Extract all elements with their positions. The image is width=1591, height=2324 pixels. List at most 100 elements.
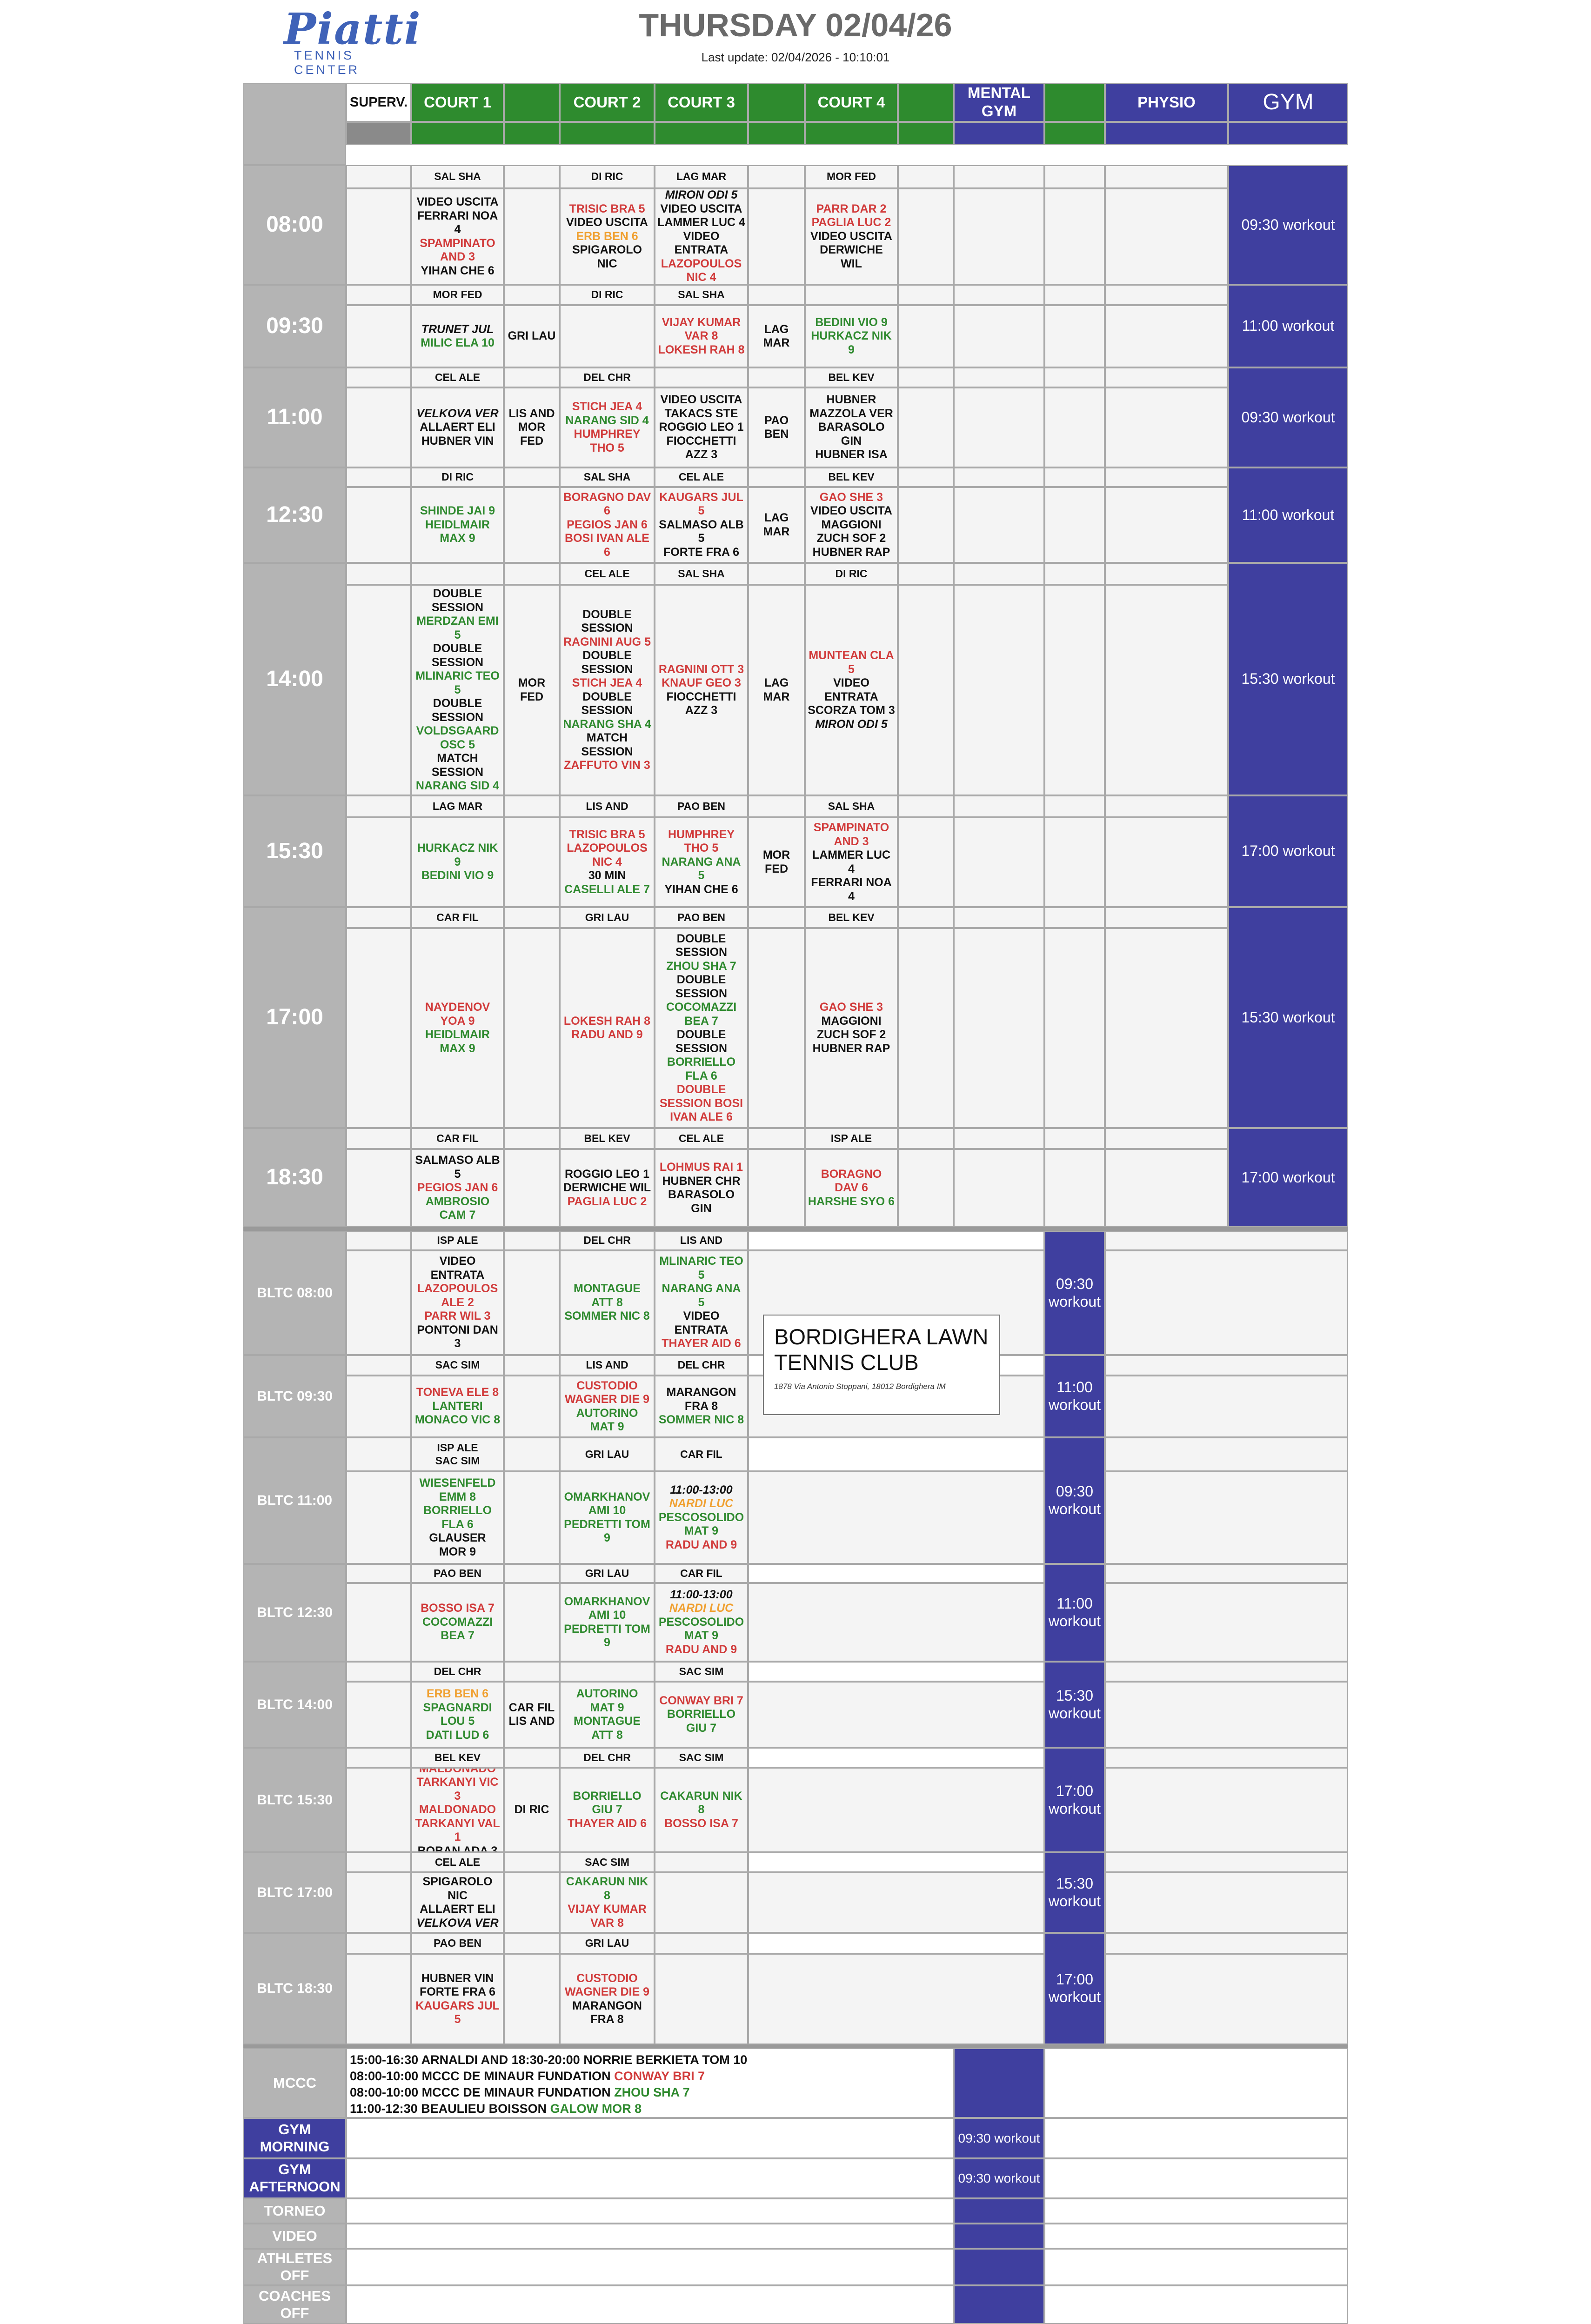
athlete-entry: MARANGON FRA 8 [666, 1386, 736, 1413]
court-cell: MUNTEAN CLA 5 VIDEO ENTRATA SCORZA TOM 3 MI… [805, 585, 898, 795]
supervisor-cell [1044, 165, 1105, 188]
athlete-entry: TRISIC BRA 5 [569, 828, 645, 841]
court-cell [898, 387, 954, 467]
court-cell: DI RIC [504, 1768, 560, 1852]
supervisor-cell [504, 1933, 560, 1954]
supervisor-cell [346, 563, 411, 585]
athlete-entry: MARANGON FRA 8 [572, 1999, 642, 2026]
court-cell [898, 585, 954, 795]
athlete-entry: CUSTODIO WAGNER DIE 9 [565, 1379, 649, 1406]
court-cell: VIDEO USCITA FERRARI NOA 4 SPAMPINATO AND… [411, 188, 504, 285]
supervisor-cell [898, 467, 954, 487]
supervisor-name: SAC SIM [435, 1454, 480, 1467]
supervisor-cell [346, 1748, 411, 1768]
gym-cell [1105, 1954, 1348, 2044]
athlete-entry: BOSSO ISA 7 [421, 1602, 495, 1615]
court-cell [504, 1471, 560, 1564]
athlete-entry: MONTAGUE ATT 8 [574, 1282, 641, 1309]
athlete-entry: RAGNINI OTT 3 [658, 662, 744, 676]
supervisor-cell [1044, 795, 1105, 817]
court-cell: RAGNINI OTT 3 KNAUF GEO 3 FIOCCHETTI AZZ 3 [655, 585, 748, 795]
header-strip [1044, 122, 1105, 145]
athlete-entry: BEDINI VIO 9 [815, 315, 888, 329]
court-cell: MOR FED [748, 817, 805, 907]
physio-cell [1105, 585, 1228, 795]
athlete-entry: SALMASO ALB 5 [415, 1154, 500, 1181]
athlete-entry: DOUBLE SESSION [581, 608, 633, 635]
supervisor-cell [1044, 285, 1105, 305]
supervisor-cell: CEL ALE [560, 563, 655, 585]
athlete-entry: LANTERI MONACO VIC 8 [414, 1399, 501, 1427]
athlete-entry: FORTE FRA 6 [420, 1985, 495, 1998]
physio-cell [1105, 188, 1228, 285]
time-slot-label: 14:00 [243, 563, 346, 795]
court-cell: CONWAY BRI 7 BORRIELLO GIU 7 [655, 1682, 748, 1748]
empty-band [748, 1564, 1044, 1583]
athlete-entry: MONTAGUE ATT 8 [574, 1715, 641, 1742]
athlete-entry: MIRON ODI 5 [665, 188, 738, 202]
court-cell: GRI LAU [504, 305, 560, 367]
court-cell: MOR FED [504, 585, 560, 795]
bottom-row-content [346, 2198, 954, 2224]
supervisor-cell: PAO BEN [655, 907, 748, 928]
athlete-entry: HUBNER RAP [812, 1042, 890, 1055]
athlete-entry: PARR WIL 3 [424, 1309, 491, 1323]
time-slot-label: 11:00 [243, 367, 346, 467]
court-cell: VIJAY KUMAR VAR 8 LOKESH RAH 8 [655, 305, 748, 367]
supervisor-cell [954, 165, 1044, 188]
physio-cell [1105, 285, 1228, 305]
supervisor-cell [748, 1128, 805, 1149]
athlete-entry: WIESENFELD EMM 8 [419, 1476, 496, 1503]
supervisor-name: CEL ALE [435, 1856, 481, 1868]
court-cell: MLINARIC TEO 5 NARANG ANA 5 VIDEO ENTRATA T… [655, 1250, 748, 1355]
supervisor-cell: LIS AND [655, 1231, 748, 1250]
supervisor-cell: SAL SHA [560, 467, 655, 487]
supervisor-name: DEL CHR [677, 1359, 725, 1371]
court-cell [1044, 585, 1105, 795]
athlete-entry: HUBNER ISA [815, 448, 888, 461]
column-header [504, 83, 560, 122]
gym-workout-cell: 11:00 workout [1228, 285, 1348, 367]
physio-workout-cell: 09:30 workout [1044, 1231, 1105, 1355]
section-divider [243, 1227, 1348, 1231]
athlete-entry: HUBNER MAZZOLA VER [809, 393, 893, 420]
athlete-entry: OMARKHANOV AMI 10 [564, 1490, 650, 1517]
bltc-slot-label: BLTC 18:30 [243, 1933, 346, 2044]
supervisor-cell [504, 467, 560, 487]
last-update: Last update: 02/04/2026 - 10:10:01 [701, 50, 890, 64]
mccc-segment: GALOW MOR 8 [550, 2102, 642, 2116]
court-cell: LAG MAR [748, 487, 805, 563]
gym-workout-cell: 15:30 workout [1228, 907, 1348, 1128]
court-cell: MALDONADO TARKANYI VIC 3 MALDONADO TARKAN… [411, 1768, 504, 1852]
court-cell: LAG MAR [748, 305, 805, 367]
supervisor-cell [898, 795, 954, 817]
supervisor-cell [748, 367, 805, 387]
court-cell: CUSTODIO WAGNER DIE 9 AUTORINO MAT 9 [560, 1376, 655, 1437]
athlete-entry: FIOCCHETTI AZZ 3 [666, 434, 736, 461]
supervisor-name: PAO BEN [433, 1937, 482, 1949]
supervisor-cell [805, 285, 898, 305]
supervisor-cell: SAL SHA [805, 795, 898, 817]
athlete-entry: HUBNER VIN [421, 434, 494, 447]
supervisor-cell: DEL CHR [411, 1662, 504, 1682]
physio-cell [1105, 387, 1228, 467]
athlete-entry: GRI LAU [508, 329, 556, 343]
time-slot-label: 09:30 [243, 285, 346, 367]
supervisor-cell [898, 285, 954, 305]
athlete-entry: DOUBLE SESSION [431, 642, 484, 669]
piatti-logo: Piatti TENNIS CENTER [275, 6, 424, 77]
athlete-entry: VIDEO USCITA LAMMER LUC 4 [657, 202, 745, 229]
supervisor-cell: BEL KEV [560, 1128, 655, 1149]
supervisor-cell [346, 367, 411, 387]
supervisor-cell: MOR FED [411, 285, 504, 305]
athlete-entry: TRISIC BRA 5 [569, 202, 645, 215]
athlete-entry: VIDEO ENTRATA [674, 1309, 729, 1336]
supervisor-name: GRI LAU [585, 1448, 629, 1460]
athlete-entry: VIDEO ENTRATA [824, 676, 878, 703]
athlete-entry: GAO SHE 3 [819, 1001, 883, 1014]
physio-cell [1105, 907, 1228, 928]
mccc-line: 08:00-10:00 MCCC DE MINAUR FUNDATION ZHO… [350, 2084, 690, 2101]
athlete-entry: CUSTODIO WAGNER DIE 9 [565, 1971, 649, 1999]
athlete-entry: ROGGIO LEO 1 [659, 421, 744, 434]
supervisor-name: LIS AND [586, 1359, 628, 1371]
